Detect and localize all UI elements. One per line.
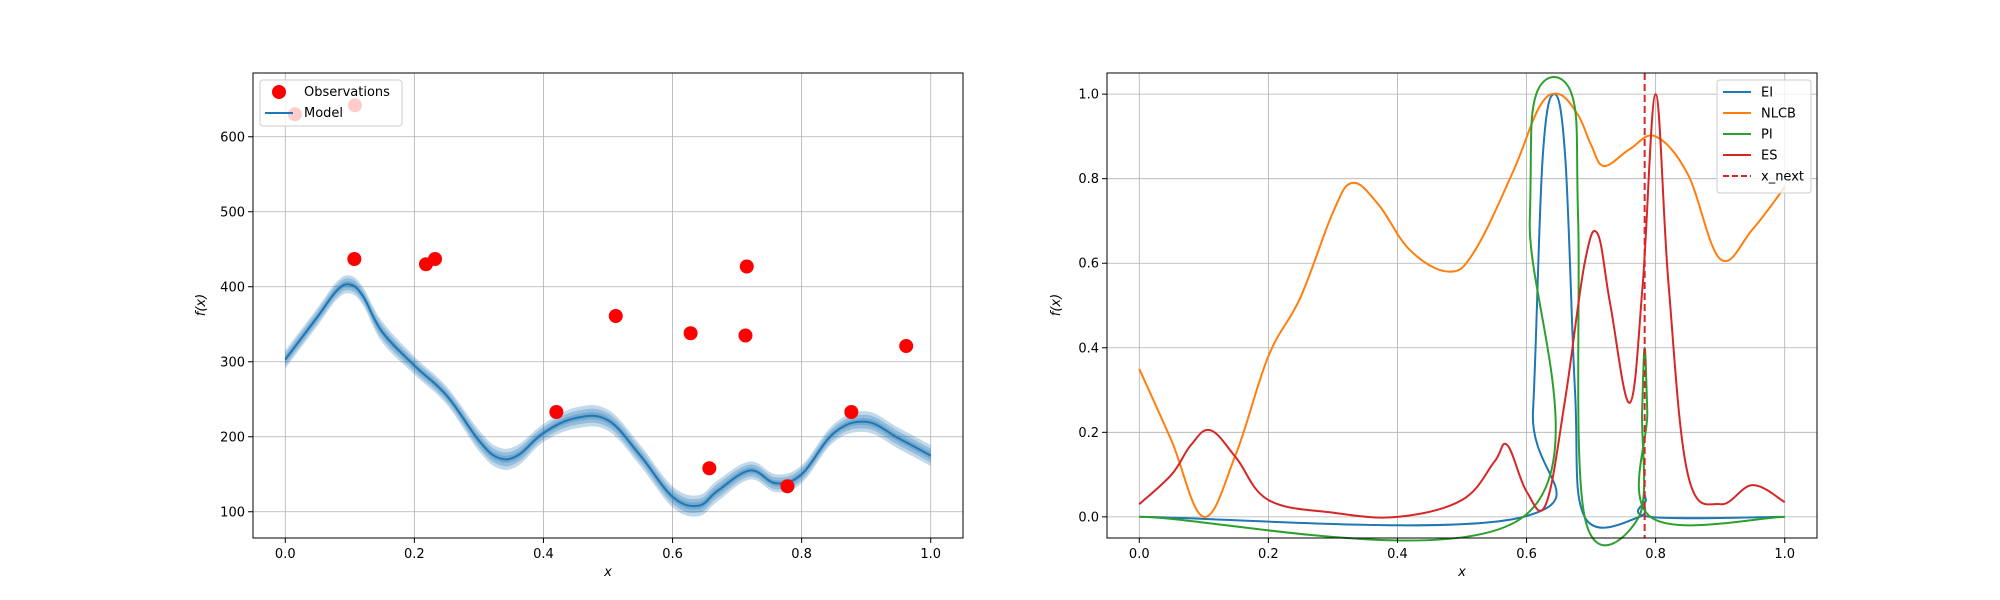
legend-es-label: ES [1761, 149, 1777, 164]
left-plot-area [253, 73, 963, 538]
observation-point [844, 405, 859, 419]
observation-point [347, 252, 362, 266]
left-y-ticks: 100 200 300 400 500 600 [220, 130, 253, 520]
model-line [284, 283, 932, 508]
observation-point [738, 328, 753, 343]
legend-nlcb-label: NLCB [1761, 107, 1796, 122]
observation-point [899, 339, 914, 353]
observation-point [608, 309, 623, 323]
observation-point [428, 252, 443, 266]
y-tick-label: 0.6 [1078, 257, 1099, 272]
series-es-line [1138, 93, 1786, 519]
series-nlcb-line [1138, 92, 1786, 518]
right-x-ticks: 0.0 0.2 0.4 0.6 0.8 1.0 [1129, 538, 1795, 562]
x-tick-label: 0.4 [1387, 547, 1408, 562]
legend-observations-marker [272, 85, 286, 99]
right-axes-frame [1106, 72, 1818, 539]
right-legend-box [1716, 79, 1812, 194]
observation-point [739, 259, 754, 274]
left-axes-frame [252, 72, 964, 539]
right-legend: EI NLCB PI ES x_next [1716, 79, 1812, 194]
y-tick-label: 400 [220, 280, 245, 295]
x-tick-label: 0.2 [1258, 547, 1279, 562]
y-tick-label: 0.4 [1078, 341, 1099, 356]
y-tick-label: 1.0 [1078, 88, 1099, 103]
x-tick-label: 0.2 [404, 547, 425, 562]
x-tick-label: 0.6 [1516, 547, 1537, 562]
left-y-axis-label: f(x) [194, 294, 209, 316]
y-tick-label: 500 [220, 205, 245, 220]
left-legend-box [259, 79, 403, 127]
x-tick-label: 0.0 [1129, 547, 1150, 562]
y-tick-label: 0.8 [1078, 172, 1099, 187]
left-x-axis-label: x [603, 565, 612, 580]
y-tick-label: 600 [220, 130, 245, 145]
legend-observations-label: Observations [304, 85, 390, 100]
right-plot-area [1107, 73, 1817, 538]
observation-point [702, 461, 717, 476]
left-x-ticks: 0.0 0.2 0.4 0.6 0.8 1.0 [275, 538, 941, 562]
right-y-ticks: 0.0 0.2 0.4 0.6 0.8 1.0 [1078, 88, 1107, 525]
x-tick-label: 0.8 [791, 547, 812, 562]
x-tick-label: 0.8 [1645, 547, 1666, 562]
right-gridlines [1107, 73, 1817, 538]
x-tick-label: 1.0 [1774, 547, 1795, 562]
model-curve [284, 283, 932, 508]
legend-x_next-label: x_next [1761, 170, 1804, 185]
x-tick-label: 0.0 [275, 547, 296, 562]
x-tick-label: 0.4 [533, 547, 554, 562]
legend-pi-label: PI [1761, 128, 1773, 143]
left-gridlines [253, 73, 963, 538]
y-tick-label: 0.0 [1078, 510, 1099, 525]
right-y-axis-label: f(x) [1049, 294, 1064, 316]
y-tick-label: 0.2 [1078, 426, 1099, 441]
observation-point [549, 405, 564, 419]
right-x-axis-label: x [1457, 565, 1466, 580]
left-legend: Observations Model [259, 79, 403, 127]
series-pi-line [1139, 76, 1785, 547]
observation-point [683, 326, 698, 341]
legend-ei-label: EI [1761, 86, 1773, 101]
y-tick-label: 300 [220, 355, 245, 370]
observation-point [780, 479, 795, 494]
x-tick-label: 0.6 [662, 547, 683, 562]
legend-model-label: Model [304, 106, 343, 121]
right-chart: 0.0 0.2 0.4 0.6 0.8 1.0 0.00.20.40.60.81.0 x … [1049, 72, 1818, 580]
y-tick-label: 200 [220, 430, 245, 445]
y-tick-label: 100 [220, 505, 245, 520]
x-tick-label: 1.0 [920, 547, 941, 562]
